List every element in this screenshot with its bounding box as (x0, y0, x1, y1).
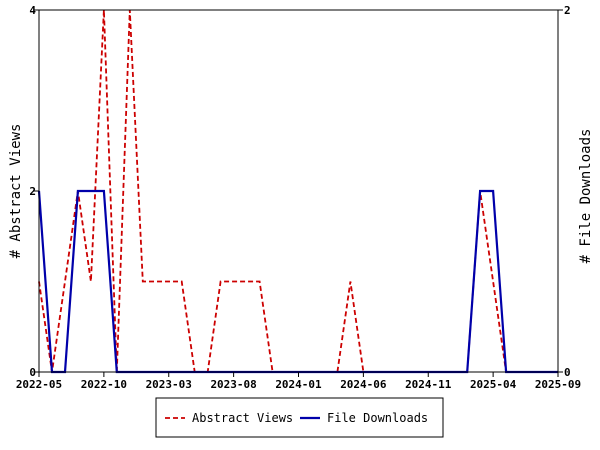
y-right-tick-label: 2 (564, 4, 571, 17)
y-left-tick-label: 2 (29, 185, 36, 198)
y-left-tick-label: 0 (29, 366, 36, 379)
x-tick-label: 2023-03 (146, 378, 192, 391)
x-tick-label: 2022-10 (81, 378, 127, 391)
plot-area (37, 9, 558, 374)
x-tick-label: 2024-11 (405, 378, 452, 391)
x-tick-label: 2025-04 (470, 378, 517, 391)
series-line-file-downloads (37, 189, 558, 374)
y-right-tick-label: 0 (564, 366, 571, 379)
tick-labels: 2022-05 2022-10 2023-03 2023-08 2024-01 2024-… (16, 4, 581, 391)
y-left-axis-title: # Abstract Views (8, 124, 24, 259)
x-tick-label: 2024-06 (340, 378, 387, 391)
legend: Abstract Views File Downloads (155, 397, 444, 438)
legend-label-file-downloads: File Downloads (327, 411, 428, 425)
x-tick-label: 2025-09 (535, 378, 581, 391)
x-tick-label: 2022-05 (16, 378, 62, 391)
legend-label-abstract-views: Abstract Views (192, 411, 293, 425)
y-right-axis-title: # File Downloads (578, 129, 594, 264)
x-tick-label: 2023-08 (210, 378, 256, 391)
axes (34, 9, 563, 377)
y-left-tick-label: 4 (29, 4, 36, 17)
x-tick-label: 2024-01 (275, 378, 322, 391)
legend-box (155, 397, 444, 438)
